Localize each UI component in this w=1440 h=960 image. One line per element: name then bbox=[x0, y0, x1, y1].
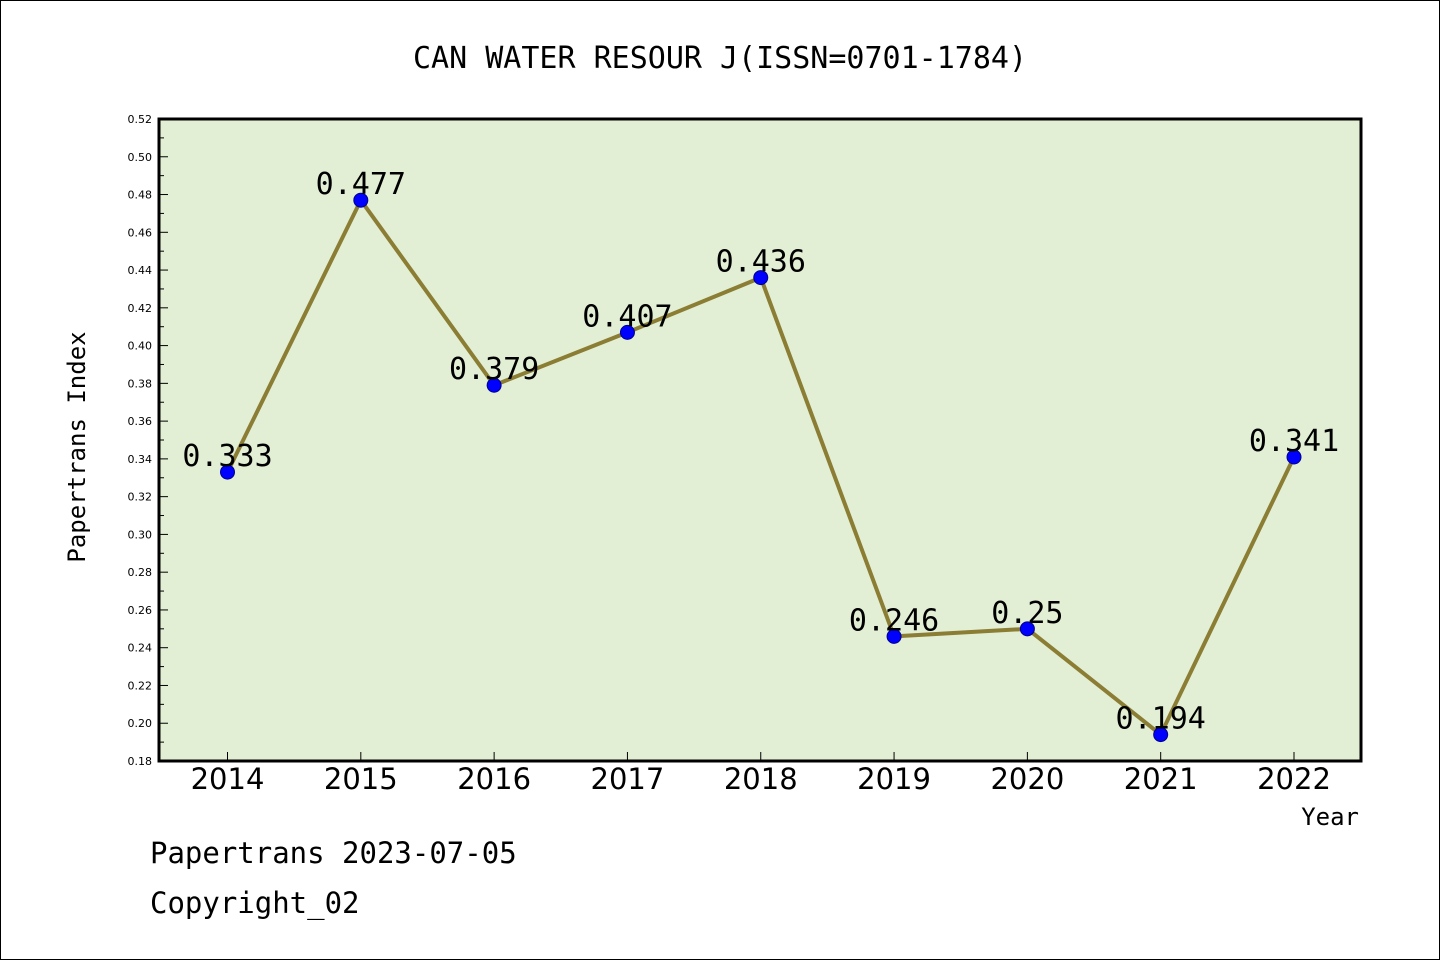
plot-area bbox=[157, 117, 1363, 763]
y-tick-label: 0.52 bbox=[128, 113, 153, 126]
series: 0.333 0.477 0.379 0.407 0.436 0.246 0.25 0.194 0… bbox=[182, 167, 1339, 743]
data-label: 0.341 bbox=[1249, 424, 1339, 459]
x-axis-label: Year bbox=[1301, 803, 1359, 831]
y-tick-label: 0.48 bbox=[128, 189, 153, 202]
data-label: 0.246 bbox=[849, 603, 939, 638]
y-axis-label: Papertrans Index bbox=[63, 331, 91, 562]
x-tick-label: 2016 bbox=[457, 762, 531, 796]
y-tick-label: 0.34 bbox=[128, 453, 153, 466]
footer-date: Papertrans 2023-07-05 bbox=[150, 836, 517, 870]
y-tick-label: 0.36 bbox=[128, 415, 153, 428]
y-tick-label: 0.38 bbox=[128, 377, 153, 390]
data-point bbox=[1153, 727, 1169, 743]
data-label: 0.436 bbox=[716, 245, 806, 280]
data-label: 0.333 bbox=[182, 439, 272, 474]
y-tick-label: 0.40 bbox=[128, 340, 153, 353]
x-tick-label: 2020 bbox=[990, 762, 1064, 796]
footer-copyright: Copyright_02 bbox=[150, 886, 360, 920]
y-axis: 0.18 0.20 0.22 0.24 0.26 0.28 0.30 0.32 0.34 0.36… bbox=[128, 113, 168, 768]
data-point bbox=[1286, 449, 1302, 465]
data-label: 0.477 bbox=[316, 167, 406, 202]
data-point bbox=[486, 377, 502, 393]
x-tick-label: 2019 bbox=[857, 762, 931, 796]
data-point bbox=[220, 464, 235, 480]
chart-title: CAN WATER RESOUR J(ISSN=0701-1784) bbox=[413, 41, 1027, 76]
y-tick-label: 0.42 bbox=[128, 302, 153, 315]
y-tick-label: 0.28 bbox=[128, 566, 153, 579]
data-point bbox=[619, 324, 635, 340]
y-tick-label: 0.26 bbox=[128, 604, 153, 617]
x-axis: 2014 2015 2016 2017 2018 2019 2020 2021 2022 bbox=[191, 752, 1331, 796]
y-tick-label: 0.30 bbox=[128, 528, 153, 541]
x-tick-label: 2015 bbox=[324, 762, 398, 796]
data-label: 0.379 bbox=[449, 352, 539, 387]
y-tick-label: 0.18 bbox=[128, 755, 153, 768]
y-tick-label: 0.32 bbox=[128, 491, 153, 504]
y-tick-label: 0.24 bbox=[128, 642, 153, 655]
y-tick-label: 0.50 bbox=[128, 151, 153, 164]
data-label: 0.25 bbox=[991, 596, 1063, 631]
data-point bbox=[1019, 621, 1035, 637]
x-tick-label: 2018 bbox=[724, 762, 798, 796]
y-tick-label: 0.46 bbox=[128, 226, 153, 239]
x-tick-label: 2017 bbox=[591, 762, 665, 796]
data-point bbox=[753, 270, 769, 286]
x-tick-label: 2014 bbox=[191, 762, 265, 796]
x-tick-label: 2021 bbox=[1124, 762, 1198, 796]
data-point bbox=[886, 628, 902, 644]
data-point bbox=[353, 192, 369, 208]
y-tick-label: 0.20 bbox=[128, 717, 153, 730]
data-label: 0.407 bbox=[582, 299, 672, 334]
y-tick-label: 0.44 bbox=[128, 264, 153, 277]
y-tick-label: 0.22 bbox=[128, 679, 153, 692]
data-label: 0.194 bbox=[1116, 702, 1206, 737]
x-tick-label: 2022 bbox=[1257, 762, 1331, 796]
